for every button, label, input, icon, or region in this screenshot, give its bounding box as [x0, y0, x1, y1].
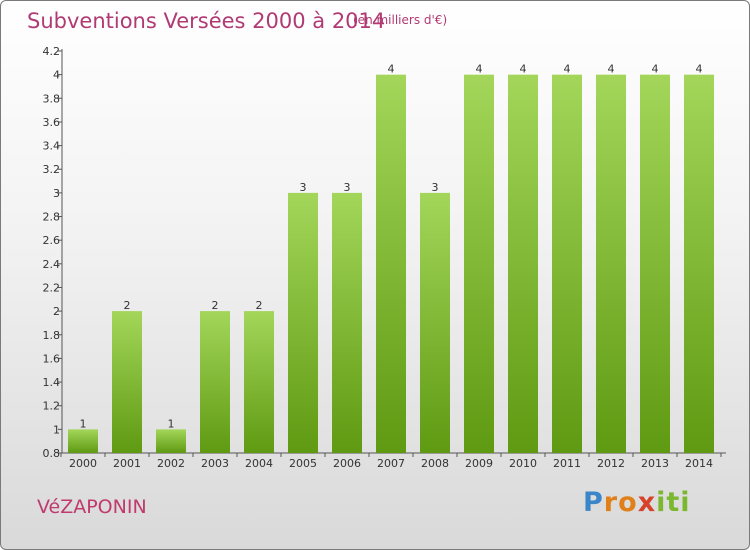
bar: [596, 74, 626, 453]
x-tick-label: 2013: [641, 457, 669, 470]
y-tick-label: 3.8: [43, 92, 61, 105]
bar: [68, 429, 98, 453]
bar: [684, 74, 714, 453]
x-tick-label: 2001: [113, 457, 141, 470]
x-tick-label: 2005: [289, 457, 317, 470]
bar: [288, 192, 318, 453]
x-tick-label: 2009: [465, 457, 493, 470]
x-tick-label: 2010: [509, 457, 537, 470]
y-tick-label: 1.2: [43, 400, 61, 413]
y-tick-label: 1: [53, 423, 60, 436]
bar: [376, 74, 406, 453]
x-tick-label: 2002: [157, 457, 185, 470]
y-tick-label: 4: [53, 69, 60, 82]
x-tick-label: 2007: [377, 457, 405, 470]
y-tick-label: 2.2: [43, 281, 61, 294]
y-tick-label: 1.4: [43, 376, 61, 389]
data-label: 3: [432, 181, 439, 194]
x-tick-label: 2004: [245, 457, 273, 470]
logo-letter: r: [603, 487, 619, 518]
y-tick-label: 3.6: [43, 116, 61, 129]
x-tick-label: 2012: [597, 457, 625, 470]
y-tick-label: 1.6: [43, 352, 61, 365]
x-tick-label: 2014: [685, 457, 713, 470]
bar: [156, 429, 186, 453]
y-tick-label: 0.8: [43, 447, 61, 460]
data-label: 4: [388, 63, 395, 76]
bar: [112, 311, 142, 453]
logo-letter: o: [618, 487, 638, 518]
data-label: 1: [168, 417, 175, 430]
x-tick-label: 2006: [333, 457, 361, 470]
data-label: 4: [608, 63, 615, 76]
bar: [464, 74, 494, 453]
logo-letter: t: [666, 487, 681, 518]
data-label: 2: [212, 299, 219, 312]
chart-title: Subventions Versées 2000 à 2014: [27, 9, 386, 33]
bar: [640, 74, 670, 453]
data-label: 3: [344, 181, 351, 194]
logo-letter: i: [656, 487, 667, 518]
bar: [244, 311, 274, 453]
commune-name: VéZAPONIN: [37, 496, 147, 518]
y-tick-label: 1.8: [43, 329, 61, 342]
bar: [332, 192, 362, 453]
y-tick-label: 2.6: [43, 234, 61, 247]
x-tick-label: 2000: [69, 457, 97, 470]
y-tick-label: 3.2: [43, 163, 61, 176]
y-tick-label: 2.8: [43, 211, 61, 224]
bar: [200, 311, 230, 453]
x-tick-label: 2003: [201, 457, 229, 470]
bar: [508, 74, 538, 453]
data-label: 3: [300, 181, 307, 194]
data-label: 4: [652, 63, 659, 76]
y-tick-label: 2: [53, 305, 60, 318]
data-label: 2: [256, 299, 263, 312]
bar: [552, 74, 582, 453]
data-label: 4: [520, 63, 527, 76]
logo-letter: P: [583, 487, 604, 518]
logo-letter: i: [680, 487, 691, 518]
x-tick-label: 2011: [553, 457, 581, 470]
logo-letter: x: [637, 487, 657, 518]
data-label: 2: [124, 299, 131, 312]
proxiti-logo: Proxiti: [583, 487, 691, 518]
y-tick-label: 3: [53, 187, 60, 200]
data-label: 4: [696, 63, 703, 76]
data-label: 4: [476, 63, 483, 76]
bar: [420, 192, 450, 453]
data-label: 4: [564, 63, 571, 76]
y-tick-label: 3.4: [43, 140, 61, 153]
x-tick-label: 2008: [421, 457, 449, 470]
y-tick-label: 4.2: [43, 45, 61, 58]
y-tick-label: 2.4: [43, 258, 61, 271]
chart-unit-note: (en milliers d'€): [353, 13, 448, 27]
data-label: 1: [80, 417, 87, 430]
